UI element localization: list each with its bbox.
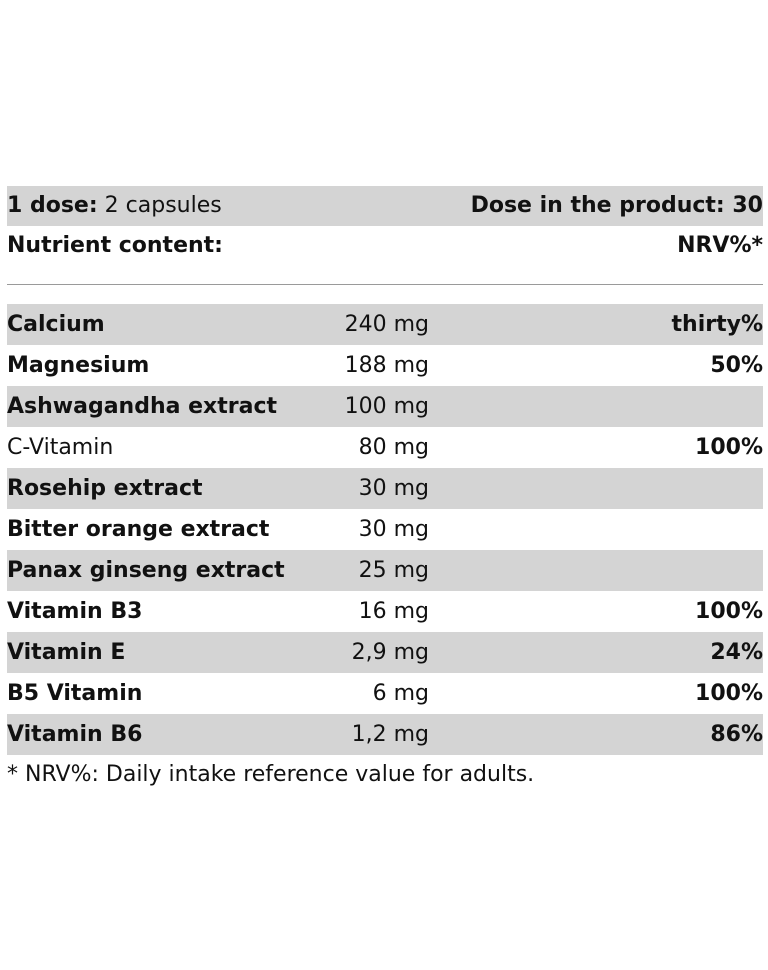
nutrient-nrv: 100% <box>695 435 763 460</box>
divider <box>7 284 763 304</box>
nutrient-row: Rosehip extract 30 mg <box>7 468 763 509</box>
nutrient-nrv: 24% <box>710 640 763 665</box>
nutrient-row: Vitamin B3 16 mg 100% <box>7 591 763 632</box>
nutrient-name: B5 Vitamin <box>7 681 143 706</box>
nutrient-name: Panax ginseng extract <box>7 558 285 583</box>
nutrient-row: Magnesium 188 mg 50% <box>7 345 763 386</box>
dose-value: 2 capsules <box>104 193 222 218</box>
nutrient-amount: 2,9 mg <box>351 640 429 665</box>
dose-in-product: Dose in the product: 30 <box>470 193 763 218</box>
nutrient-name: Rosehip extract <box>7 476 203 501</box>
nutrient-name: Ashwagandha extract <box>7 394 278 419</box>
nutrient-amount: 25 mg <box>358 558 429 583</box>
nutrient-amount: 80 mg <box>358 435 429 460</box>
nutrient-name: C-Vitamin <box>7 435 114 460</box>
nutrient-name: Vitamin E <box>7 640 126 665</box>
nutrient-name: Vitamin B3 <box>7 599 143 624</box>
nutrient-row: Vitamin B6 1,2 mg 86% <box>7 714 763 755</box>
nutrient-amount: 188 mg <box>344 353 429 378</box>
dose-row: 1 dose: 2 capsules Dose in the product: … <box>7 186 763 226</box>
dose-info: 1 dose: 2 capsules <box>7 186 222 226</box>
nutrient-nrv: 100% <box>695 599 763 624</box>
nutrition-table: 1 dose: 2 capsules Dose in the product: … <box>7 186 763 795</box>
footnote: * NRV%: Daily intake reference value for… <box>7 762 535 787</box>
nrv-heading: NRV%* <box>677 233 763 258</box>
nutrient-row: C-Vitamin 80 mg 100% <box>7 427 763 468</box>
nutrient-row: B5 Vitamin 6 mg 100% <box>7 673 763 714</box>
nutrient-nrv: 50% <box>710 353 763 378</box>
nutrient-amount: 30 mg <box>358 476 429 501</box>
nutrient-amount: 16 mg <box>358 599 429 624</box>
nutrient-name: Vitamin B6 <box>7 722 143 747</box>
nutrient-amount: 100 mg <box>344 394 429 419</box>
nutrient-row: Calcium 240 mg thirty% <box>7 304 763 345</box>
nutrient-row: Vitamin E 2,9 mg 24% <box>7 632 763 673</box>
nutrient-row: Panax ginseng extract 25 mg <box>7 550 763 591</box>
nutrient-amount: 240 mg <box>344 312 429 337</box>
nutrient-row: Bitter orange extract 30 mg <box>7 509 763 550</box>
nutrient-nrv: 100% <box>695 681 763 706</box>
dose-label: 1 dose: <box>7 193 98 218</box>
nutrient-name: Magnesium <box>7 353 150 378</box>
nutrient-list: Calcium 240 mg thirty% Magnesium 188 mg 50% As… <box>7 304 763 755</box>
nutrient-row: Ashwagandha extract 100 mg <box>7 386 763 427</box>
nutrient-nrv: 86% <box>710 722 763 747</box>
nutrient-content-heading: Nutrient content: <box>7 233 223 258</box>
nutrient-name: Calcium <box>7 312 105 337</box>
nutrient-name: Bitter orange extract <box>7 517 270 542</box>
nutrient-amount: 1,2 mg <box>351 722 429 747</box>
nutrient-amount: 6 mg <box>372 681 429 706</box>
nutrient-amount: 30 mg <box>358 517 429 542</box>
nutrient-heading-row: Nutrient content: NRV%* <box>7 226 763 266</box>
nutrient-nrv: thirty% <box>671 312 763 337</box>
